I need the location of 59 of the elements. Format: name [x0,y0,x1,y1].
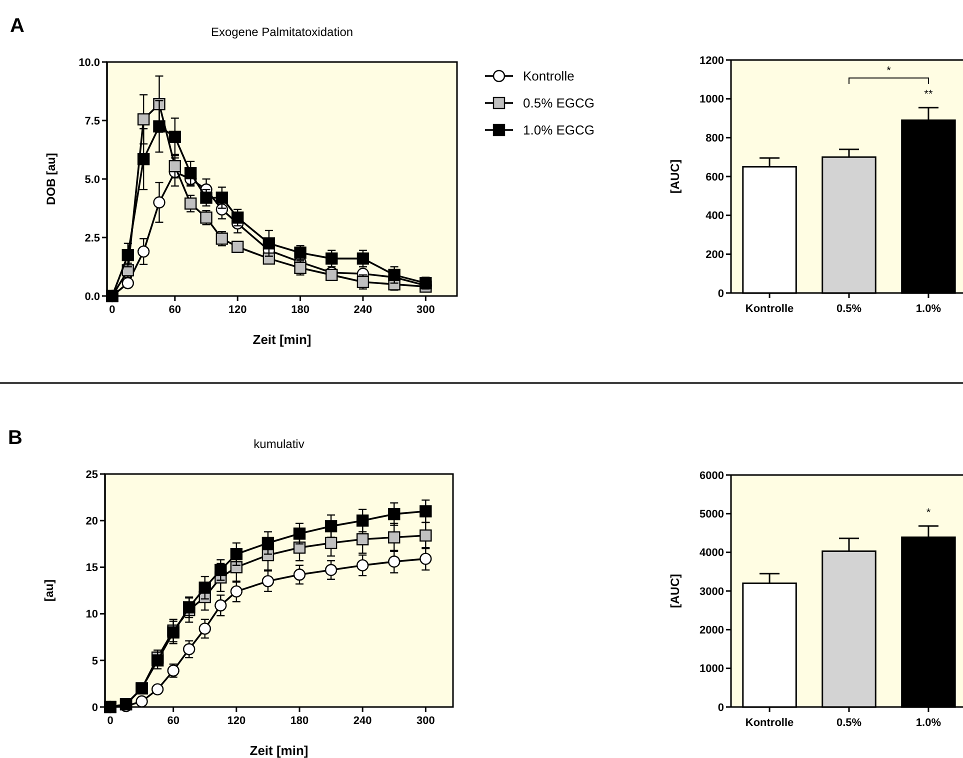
x-tick-label: 1.0% [916,717,942,729]
y-axis-title: [AUC] [668,574,682,608]
x-axis-title: Zeit [min] [252,332,312,347]
annotation: * [926,507,932,520]
y-tick-label: 25 [86,468,98,481]
y-tick-label: 3000 [700,586,724,598]
y-tick-label: 5.0 [84,174,100,186]
x-tick-label: 120 [227,715,246,727]
y-tick-label: 200 [706,249,724,262]
y-tick-label: 0.0 [84,290,100,303]
x-tick-label: 60 [168,304,182,316]
annotation: ** [924,88,934,101]
x-tick-label: 300 [416,304,435,316]
y-tick-label: 4000 [700,547,724,560]
y-tick-label: 10.0 [78,56,100,69]
text: A [10,15,24,37]
x-tick-label: 240 [354,304,372,316]
y-tick-label: 0 [92,702,98,714]
chart-title: Exogene Palmitatoxidation [210,25,354,39]
y-tick-label: 20 [86,515,98,528]
x-tick-label: 300 [416,715,435,727]
y-tick-label: 5000 [700,508,724,521]
y-tick-label: 10 [86,608,98,621]
x-tick-label: Kontrolle [745,717,794,729]
x-tick-label: 180 [290,715,309,727]
legend-label: 1.0% EGCG [523,122,595,138]
y-tick-label: 1000 [700,94,724,106]
y-tick-label: 5 [92,655,98,668]
y-tick-label: 0 [718,288,724,300]
y-tick-label: 2000 [700,624,724,637]
x-tick-label: 0.5% [836,303,862,315]
y-tick-label: 0 [718,702,724,714]
x-tick-label: 180 [291,304,310,316]
y-axis-title: DOB [au] [44,153,58,205]
y-axis-title: [AUC] [668,160,682,194]
x-tick-label: 0 [107,715,114,727]
y-tick-label: 7.5 [84,115,100,128]
x-axis-title: Zeit [min] [250,743,308,758]
x-tick-label: 0 [109,304,116,316]
y-tick-label: 1000 [700,663,724,676]
x-tick-label: Kontrolle [745,303,794,315]
y-tick-label: 1200 [700,54,724,67]
x-tick-label: 240 [353,715,372,727]
legend-label: Kontrolle [523,68,574,84]
annotation: * [886,65,892,77]
legend-label: 0.5% EGCG [523,96,595,111]
x-tick-label: 1.0% [916,303,942,315]
y-tick-label: 600 [706,171,724,184]
y-tick-label: 800 [706,132,724,145]
y-tick-label: 2.5 [84,232,100,244]
text: B [8,427,22,449]
y-tick-label: 400 [706,210,724,222]
y-tick-label: 15 [86,562,98,574]
y-axis-title: [au] [42,580,56,602]
y-tick-label: 6000 [700,470,724,482]
x-tick-label: 60 [167,715,180,727]
x-tick-label: 0.5% [836,717,862,729]
x-tick-label: 120 [228,304,247,316]
chart-title: kumulativ [254,437,304,451]
